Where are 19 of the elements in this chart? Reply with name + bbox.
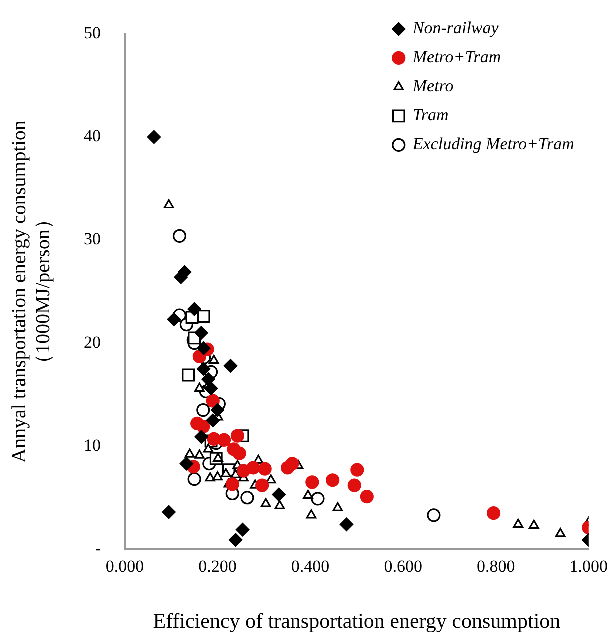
x-axis-title: Efficiency of transportation energy consumption xyxy=(153,608,562,633)
y-tick-label: 30 xyxy=(84,230,101,249)
x-tick-label: 0.600 xyxy=(384,557,422,576)
y-tick-label: 20 xyxy=(84,332,101,352)
x-tick-label: 0.000 xyxy=(106,557,144,576)
y-axis-title: Annyal transportation energy consumption （1000MJ/person） xyxy=(8,120,54,463)
x-tick-label: 0.400 xyxy=(291,557,330,576)
y-tick-label: - xyxy=(95,538,102,558)
x-tick-label: 0.200 xyxy=(198,557,237,576)
legend-label: Metro xyxy=(412,76,454,96)
x-tick-label: 0.800 xyxy=(476,557,516,576)
legend-label: Non-railway xyxy=(412,18,500,38)
legend-label: Tram xyxy=(412,106,449,125)
y-tick-label: 10 xyxy=(84,436,101,455)
y-tick-label: 40 xyxy=(84,126,101,146)
legend-label: Excluding Metro+Tram xyxy=(412,134,574,154)
y-tick-label: 50 xyxy=(84,24,101,43)
legend-label: Metro+Tram xyxy=(412,48,502,67)
x-tick-label: 1.000 xyxy=(570,557,608,576)
